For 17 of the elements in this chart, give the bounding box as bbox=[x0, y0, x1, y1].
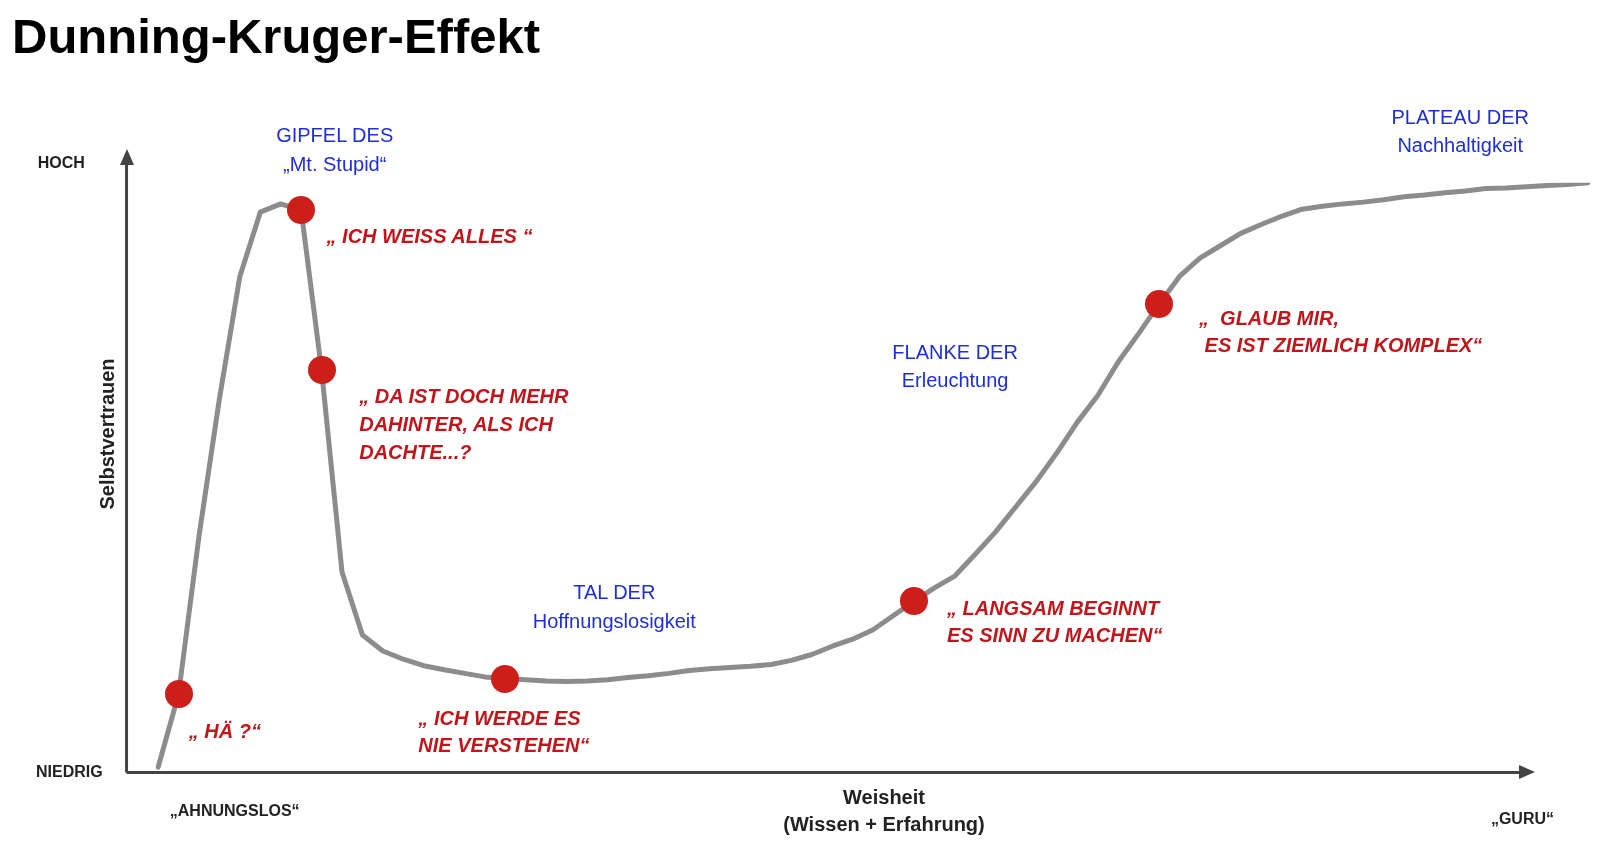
text: „GURU“ bbox=[1490, 809, 1554, 827]
annotation: „ HÄ ?“ bbox=[187, 720, 261, 743]
annotation: „ ICH WERDE ES NIE VERSTEHEN“ bbox=[417, 706, 590, 757]
annotation: FLANKE DER Erleuchtung bbox=[892, 340, 1018, 392]
text: „AHNUNGSLOS“ bbox=[169, 801, 300, 819]
text: HOCH bbox=[37, 153, 85, 171]
annotation: „ ICH WEISS ALLES “ bbox=[325, 225, 533, 248]
annotation: TAL DER Hoffnungslosigkeit bbox=[532, 581, 697, 632]
text: PLATEAU DER Nachhaltigkeit bbox=[1391, 105, 1529, 157]
chart-title: Dunning-Kruger-Effekt bbox=[12, 8, 541, 64]
y-axis-title: Selbstvertrauen bbox=[95, 358, 119, 510]
text: NIEDRIG bbox=[36, 762, 103, 780]
annotation: „ LANGSAM BEGINNT ES SINN ZU MACHEN“ bbox=[945, 596, 1163, 647]
x-axis-title: Weisheit (Wissen + Erfahrung) bbox=[782, 785, 986, 837]
annotation: „ DA IST DOCH MEHR DAHINTER, ALS ICH DACHTE...? bbox=[358, 385, 569, 463]
annotation: „ GLAUB MIR, ES IST ZIEMLICH KOMPLEX“ bbox=[1197, 306, 1483, 357]
text: GIPFEL DES „Mt. Stupid“ bbox=[276, 124, 394, 175]
